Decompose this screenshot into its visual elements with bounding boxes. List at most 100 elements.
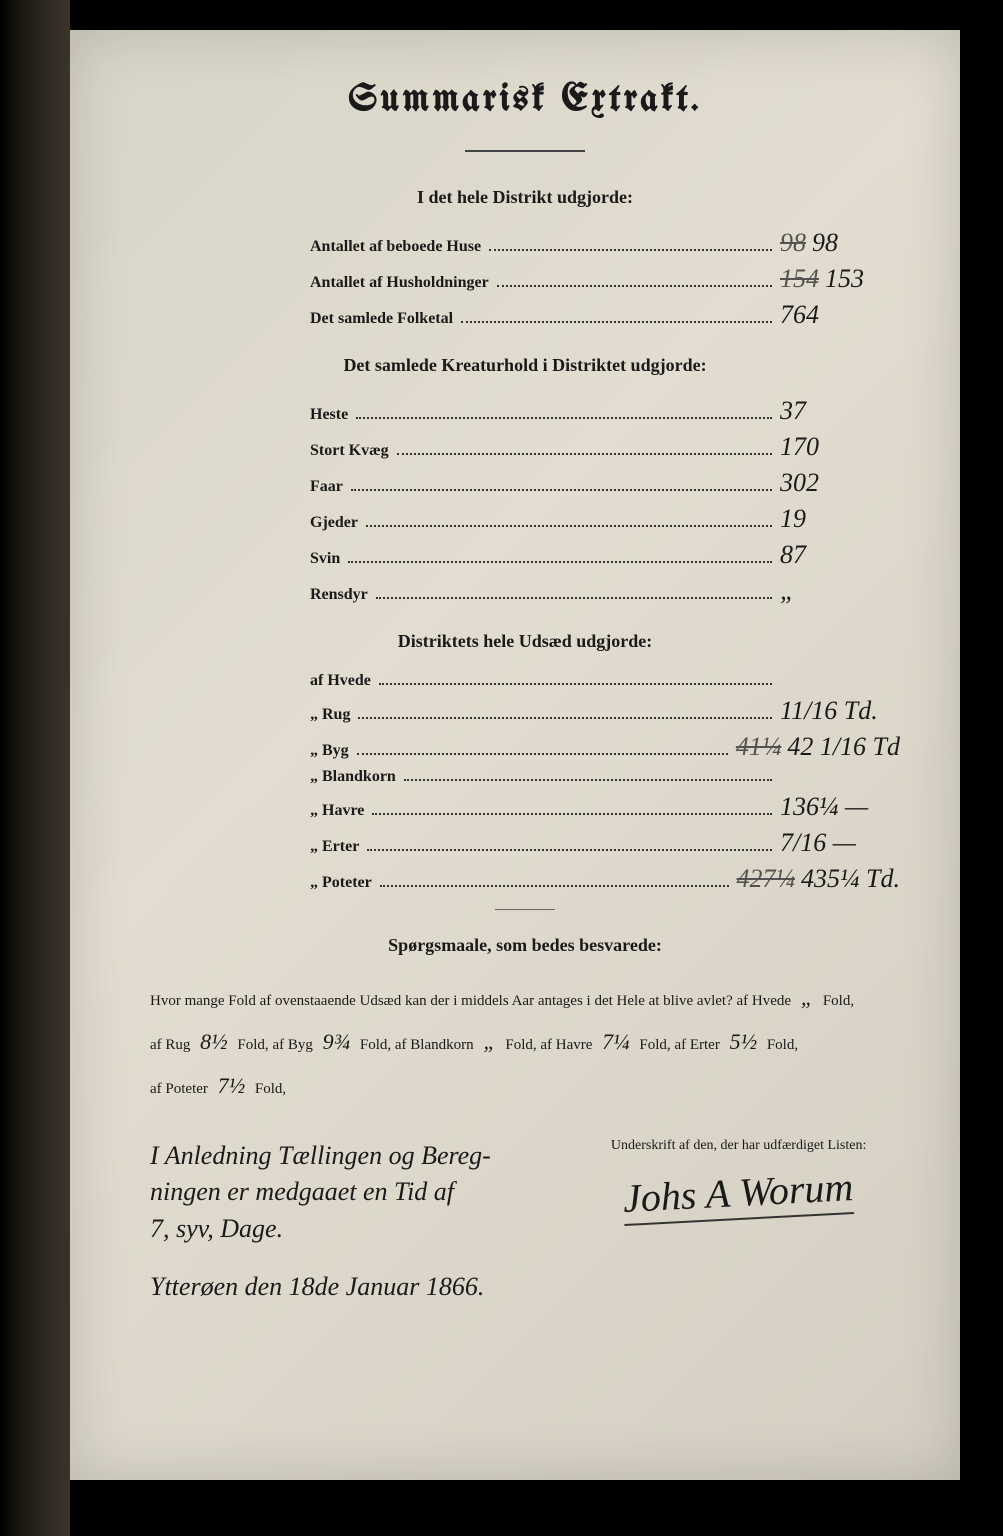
q-poteter-value: 7½ [212, 1073, 252, 1098]
fold: Fold, [237, 1037, 268, 1053]
q-byg-value: 9¾ [317, 1029, 357, 1054]
dot-leader [497, 284, 772, 287]
signature: Johs A Worum [622, 1163, 855, 1226]
q-rug-value: 8½ [194, 1029, 234, 1054]
label: „ Rug [310, 706, 350, 724]
row-folketal: Det samlede Folketal 764 [150, 300, 900, 330]
section1-rows: Antallet af beboede Huse 9898 Antallet a… [150, 228, 900, 330]
row-byg: „ Byg 41¼42 1/16 Td [150, 732, 900, 762]
question-paragraph: Hvor mange Fold af ovenstaaende Udsæd ka… [150, 976, 900, 1108]
label: „ Poteter [310, 874, 372, 892]
dot-leader [348, 560, 772, 563]
dot-leader [357, 752, 728, 755]
dot-leader [372, 812, 772, 815]
label: Gjeder [310, 514, 358, 532]
dateline: Ytterøen den 18de Januar 1866. [150, 1272, 900, 1302]
label: „ Byg [310, 742, 349, 760]
value: 11/16 Td. [780, 696, 900, 726]
row-heste: Heste 37 [150, 396, 900, 426]
row-gjeder: Gjeder 19 [150, 504, 900, 534]
section1-heading: I det hele Distrikt udgjorde: [150, 187, 900, 208]
value: 41¼42 1/16 Td [736, 732, 900, 762]
label: Heste [310, 406, 348, 424]
row-svin: Svin 87 [150, 540, 900, 570]
dot-leader [376, 596, 772, 599]
document-page: Summarisk Extrakt. I det hele Distrikt u… [70, 30, 960, 1480]
signature-block: I Anledning Tællingen og Bereg- ningen e… [150, 1138, 900, 1247]
q-blandkorn-value: „ [477, 1029, 501, 1054]
fold: Fold, [639, 1037, 670, 1053]
label: Det samlede Folketal [310, 310, 453, 328]
value: 9898 [780, 228, 900, 258]
divider [495, 909, 555, 910]
value: 154153 [780, 264, 900, 294]
dot-leader [404, 778, 772, 781]
row-rensdyr: Rensdyr „ [150, 576, 900, 606]
book-binding [0, 0, 70, 1536]
question-text: Hvor mange Fold af ovenstaaende Udsæd ka… [150, 993, 733, 1009]
dot-leader [356, 416, 772, 419]
value: 7/16 — [780, 828, 900, 858]
value: 764 [780, 300, 900, 330]
q-erter-value: 5½ [724, 1029, 764, 1054]
label: Svin [310, 550, 340, 568]
section2-rows: Heste 37 Stort Kvæg 170 Faar 302 Gjeder … [150, 396, 900, 606]
row-kvaeg: Stort Kvæg 170 [150, 432, 900, 462]
row-blandkorn: „ Blandkorn [150, 768, 900, 786]
label: Faar [310, 478, 343, 496]
row-erter: „ Erter 7/16 — [150, 828, 900, 858]
dot-leader [461, 320, 772, 323]
q-havre-value: 7¼ [596, 1029, 636, 1054]
label: Antallet af beboede Huse [310, 238, 481, 256]
dot-leader [489, 248, 772, 251]
row-faar: Faar 302 [150, 468, 900, 498]
sig-caption: Underskrift af den, der har udfærdiget L… [577, 1138, 900, 1154]
label: „ Erter [310, 838, 359, 856]
fold: Fold, [360, 1037, 391, 1053]
value: 87 [780, 540, 900, 570]
label: Rensdyr [310, 586, 368, 604]
row-huse: Antallet af beboede Huse 9898 [150, 228, 900, 258]
q-erter-label: af Erter [674, 1037, 719, 1053]
q-rug-label: af Rug [150, 1037, 190, 1053]
fold: Fold, [505, 1037, 536, 1053]
value: 427¼435¼ Td. [737, 864, 900, 894]
section2-heading: Det samlede Kreaturhold i Distriktet udg… [150, 355, 900, 376]
value: 37 [780, 396, 900, 426]
value: „ [780, 576, 900, 606]
value: 302 [780, 468, 900, 498]
sig-line1: I Anledning Tællingen og Bereg- [150, 1141, 491, 1170]
row-hvede: af Hvede [150, 672, 900, 690]
value: 19 [780, 504, 900, 534]
q-byg-label: af Byg [272, 1037, 312, 1053]
sig-left-note: I Anledning Tællingen og Bereg- ningen e… [150, 1138, 537, 1247]
section4-heading: Spørgsmaale, som bedes besvarede: [150, 935, 900, 956]
label: Stort Kvæg [310, 442, 389, 460]
label: af Hvede [310, 672, 371, 690]
q-hvede-value: „ [795, 985, 819, 1010]
value: 136¼ — [780, 792, 900, 822]
divider [465, 150, 585, 152]
fold: Fold, [767, 1037, 798, 1053]
dot-leader [379, 682, 772, 685]
dot-leader [366, 524, 772, 527]
row-husholdninger: Antallet af Husholdninger 154153 [150, 264, 900, 294]
dot-leader [380, 884, 729, 887]
sig-line2: ningen er medgaaet en Tid af [150, 1177, 454, 1206]
row-havre: „ Havre 136¼ — [150, 792, 900, 822]
q-poteter-label: af Poteter [150, 1081, 208, 1097]
page-title: Summarisk Extrakt. [150, 80, 900, 120]
sig-right: Underskrift af den, der har udfærdiget L… [577, 1138, 900, 1247]
q-hvede-label: af Hvede [737, 993, 792, 1009]
label: „ Blandkorn [310, 768, 396, 786]
section3-rows: af Hvede „ Rug 11/16 Td. „ Byg 41¼42 1/1… [150, 672, 900, 894]
q-havre-label: af Havre [540, 1037, 592, 1053]
row-poteter: „ Poteter 427¼435¼ Td. [150, 864, 900, 894]
value: 170 [780, 432, 900, 462]
label: Antallet af Husholdninger [310, 274, 489, 292]
section3-heading: Distriktets hele Udsæd udgjorde: [150, 631, 900, 652]
fold: Fold, [255, 1081, 286, 1097]
dot-leader [397, 452, 772, 455]
fold: Fold, [823, 993, 854, 1009]
sig-line3: 7, syv, Dage. [150, 1214, 283, 1243]
